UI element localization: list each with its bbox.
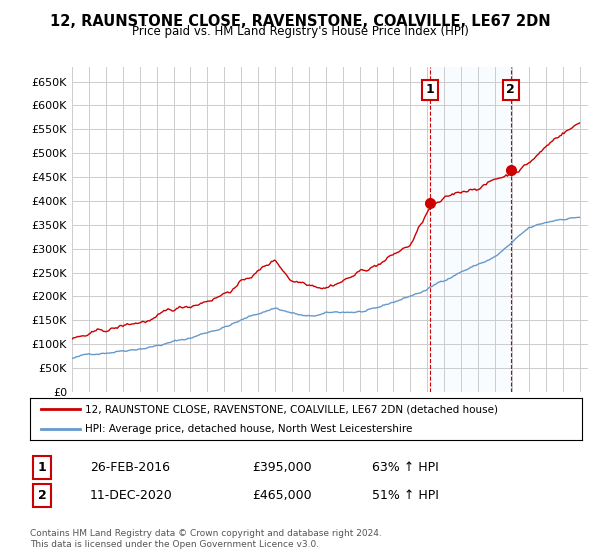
Text: 11-DEC-2020: 11-DEC-2020 — [90, 489, 173, 502]
Bar — [430, 67, 511, 392]
Text: 12, RAUNSTONE CLOSE, RAVENSTONE, COALVILLE, LE67 2DN: 12, RAUNSTONE CLOSE, RAVENSTONE, COALVIL… — [50, 14, 550, 29]
Text: 51% ↑ HPI: 51% ↑ HPI — [372, 489, 439, 502]
Text: £465,000: £465,000 — [252, 489, 311, 502]
Text: 2: 2 — [506, 83, 515, 96]
Text: 1: 1 — [425, 83, 434, 96]
Text: 2: 2 — [38, 489, 46, 502]
Text: Contains HM Land Registry data © Crown copyright and database right 2024.
This d: Contains HM Land Registry data © Crown c… — [30, 529, 382, 549]
Text: £395,000: £395,000 — [252, 461, 311, 474]
Text: Price paid vs. HM Land Registry's House Price Index (HPI): Price paid vs. HM Land Registry's House … — [131, 25, 469, 38]
Text: 26-FEB-2016: 26-FEB-2016 — [90, 461, 170, 474]
Text: 1: 1 — [38, 461, 46, 474]
Text: 63% ↑ HPI: 63% ↑ HPI — [372, 461, 439, 474]
Text: HPI: Average price, detached house, North West Leicestershire: HPI: Average price, detached house, Nort… — [85, 424, 413, 434]
Text: 12, RAUNSTONE CLOSE, RAVENSTONE, COALVILLE, LE67 2DN (detached house): 12, RAUNSTONE CLOSE, RAVENSTONE, COALVIL… — [85, 404, 498, 414]
